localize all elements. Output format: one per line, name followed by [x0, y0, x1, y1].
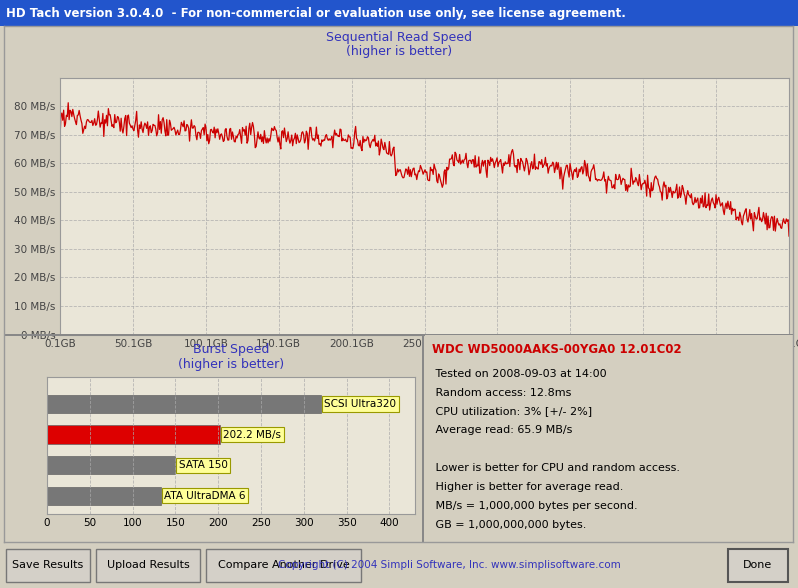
FancyBboxPatch shape [206, 549, 361, 582]
Text: ATA UltraDMA 6: ATA UltraDMA 6 [164, 490, 246, 500]
Text: Average read: 65.9 MB/s: Average read: 65.9 MB/s [433, 426, 573, 436]
Text: Compare Another Drive: Compare Another Drive [218, 560, 350, 570]
FancyBboxPatch shape [96, 549, 200, 582]
Text: Burst Speed: Burst Speed [193, 343, 269, 356]
FancyBboxPatch shape [6, 549, 90, 582]
Text: Copyright (C) 2004 Simpli Software, Inc. www.simplisoftware.com: Copyright (C) 2004 Simpli Software, Inc.… [278, 560, 620, 570]
Text: (higher is better): (higher is better) [178, 358, 284, 371]
Text: SATA 150: SATA 150 [179, 460, 227, 470]
Text: Save Results: Save Results [13, 560, 84, 570]
Text: HD Tach version 3.0.4.0  - For non-commercial or evaluation use only, see licens: HD Tach version 3.0.4.0 - For non-commer… [6, 6, 626, 19]
Text: WDC WD5000AAKS-00YGA0 12.01C02: WDC WD5000AAKS-00YGA0 12.01C02 [433, 343, 682, 356]
Text: Tested on 2008-09-03 at 14:00: Tested on 2008-09-03 at 14:00 [433, 369, 607, 379]
Text: SCSI Ultra320: SCSI Ultra320 [324, 399, 397, 409]
Text: GB = 1,000,000,000 bytes.: GB = 1,000,000,000 bytes. [433, 520, 587, 530]
Text: 202.2 MB/s: 202.2 MB/s [223, 430, 282, 440]
Text: MB/s = 1,000,000 bytes per second.: MB/s = 1,000,000 bytes per second. [433, 501, 638, 511]
Text: Higher is better for average read.: Higher is better for average read. [433, 482, 624, 492]
Text: Random access: 12.8ms: Random access: 12.8ms [433, 387, 571, 397]
Text: Upload Results: Upload Results [107, 560, 189, 570]
Bar [47, 425, 220, 444]
Bar [47, 486, 161, 505]
Text: Lower is better for CPU and random access.: Lower is better for CPU and random acces… [433, 463, 681, 473]
Text: Done: Done [744, 560, 772, 570]
Bar [47, 395, 321, 413]
Bar [47, 456, 176, 475]
Text: CPU utilization: 3% [+/- 2%]: CPU utilization: 3% [+/- 2%] [433, 406, 592, 416]
Text: Sequential Read Speed: Sequential Read Speed [326, 31, 472, 44]
FancyBboxPatch shape [728, 549, 788, 582]
Text: (higher is better): (higher is better) [346, 45, 452, 58]
